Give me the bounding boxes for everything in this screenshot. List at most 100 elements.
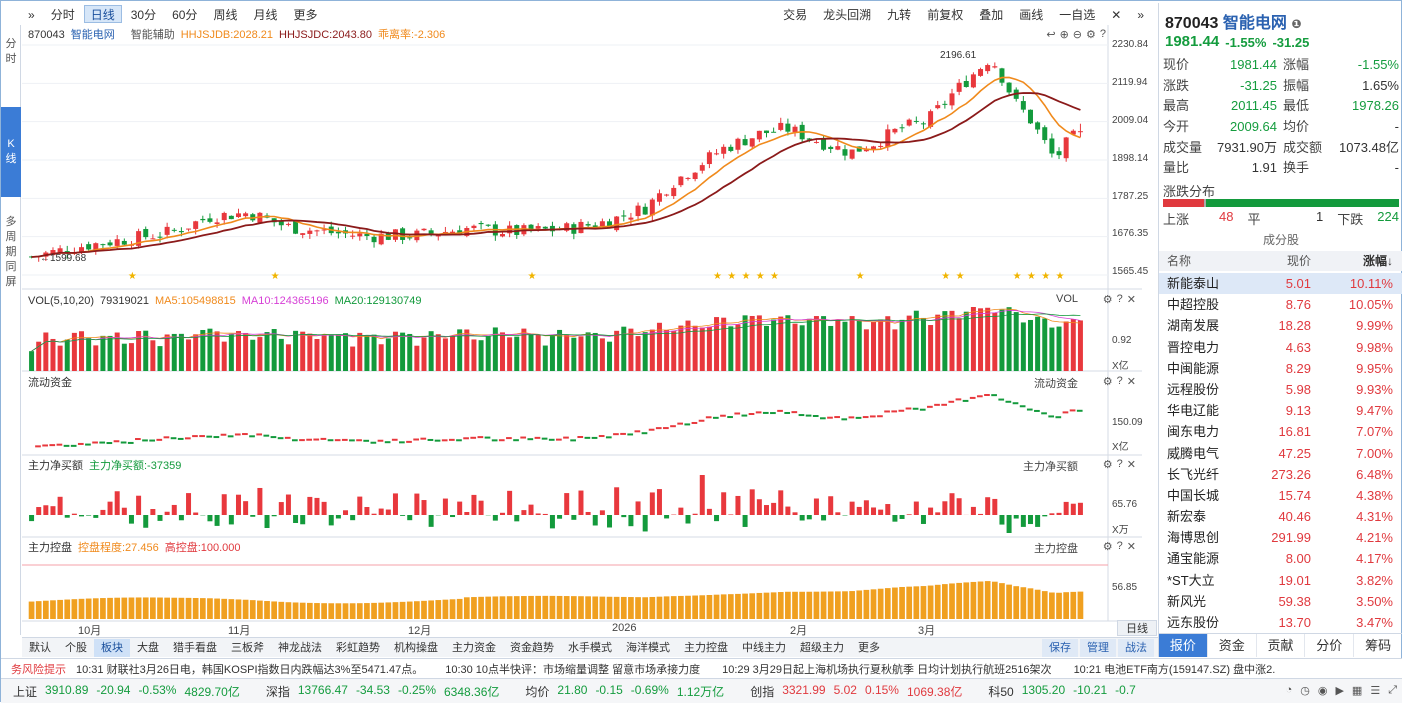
tab-hunter[interactable]: 猎手看盘: [166, 639, 224, 657]
grid-icon[interactable]: ▦: [1352, 684, 1362, 697]
rail-multi-4[interactable]: 同: [1, 260, 21, 275]
settings-icon[interactable]: ⚙: [1103, 458, 1113, 471]
period-60min[interactable]: 60分: [165, 5, 204, 23]
period-more[interactable]: 更多: [286, 5, 324, 23]
col-change[interactable]: 涨幅↓: [1311, 251, 1393, 271]
tab-more[interactable]: 更多: [851, 639, 887, 657]
settings-icon[interactable]: ⚙: [1103, 540, 1113, 553]
rail-intraday-2[interactable]: 时: [1, 52, 21, 67]
news-item[interactable]: 10:31 财联社3月26日电，韩国KOSPI指数日内跌幅达3%至5471.47…: [76, 661, 423, 677]
settings-icon[interactable]: ⚙: [1103, 293, 1113, 306]
tab-rainbow[interactable]: 彩虹趋势: [329, 639, 387, 657]
trade-button[interactable]: 交易: [776, 5, 814, 23]
play-icon[interactable]: ▶: [1335, 684, 1343, 697]
zoom-out-icon[interactable]: ⊖: [1073, 28, 1082, 41]
rail-multi-1[interactable]: 多: [1, 215, 21, 230]
rail-multi-3[interactable]: 期: [1, 245, 21, 260]
index-cy[interactable]: 创指 3321.99 5.02 0.15% 1069.38亿: [750, 683, 962, 700]
settings-icon[interactable]: ⚙: [1103, 375, 1113, 388]
strategy-button[interactable]: 战法: [1118, 639, 1154, 657]
period-30min[interactable]: 30分: [124, 5, 163, 23]
col-price[interactable]: 现价: [1245, 251, 1311, 271]
tab-main-fund[interactable]: 主力资金: [445, 639, 503, 657]
tab-price-dist[interactable]: 分价: [1305, 634, 1354, 657]
risk-warning[interactable]: 务风险提示: [1, 661, 76, 677]
rail-multi-2[interactable]: 周: [1, 230, 21, 245]
save-button[interactable]: 保存: [1042, 639, 1078, 657]
rail-intraday-1[interactable]: 分: [1, 37, 21, 52]
list-icon[interactable]: ☰: [1370, 684, 1380, 697]
period-weekly[interactable]: 周线: [206, 5, 244, 23]
help-icon[interactable]: ?: [1117, 540, 1123, 553]
tab-quote[interactable]: 报价: [1159, 634, 1208, 657]
news-item[interactable]: 10:21 电池ETF南方(159147.SZ) 盘中涨2.: [1074, 661, 1276, 677]
tab-ocean[interactable]: 海洋模式: [619, 639, 677, 657]
period-monthly[interactable]: 月线: [246, 5, 284, 23]
kline-chart[interactable]: ★★★★★★★★★★★★★★★★★ 870043 智能电网 智能辅助 HHJSJ…: [22, 25, 1142, 635]
index-sh[interactable]: 上证 3910.89 -20.94 -0.53% 4829.70亿: [13, 683, 240, 700]
close-icon[interactable]: ✕: [1127, 458, 1136, 471]
leader-review-button[interactable]: 龙头回溯: [816, 5, 878, 23]
settings-icon[interactable]: ⚙: [1086, 28, 1096, 41]
tab-contribution[interactable]: 贡献: [1257, 634, 1306, 657]
close-icon[interactable]: ✕: [1127, 540, 1136, 553]
tab-default[interactable]: 默认: [22, 639, 58, 657]
help-icon[interactable]: ?: [1100, 28, 1106, 41]
watchlist-button[interactable]: 一自选: [1052, 5, 1102, 23]
close-icon[interactable]: ✕: [1127, 293, 1136, 306]
adjust-button[interactable]: 前复权: [920, 5, 970, 23]
help-icon[interactable]: ?: [1117, 293, 1123, 306]
help-icon[interactable]: ?: [1117, 458, 1123, 471]
tab-control[interactable]: 主力控盘: [677, 639, 735, 657]
clock-icon[interactable]: ◷: [1300, 684, 1310, 697]
period-intraday[interactable]: 分时: [44, 5, 82, 23]
rail-kline-1[interactable]: K: [1, 107, 21, 152]
news-item[interactable]: 10:29 3月29日起上海机场执行夏秋航季 日均计划执行航班2516架次: [722, 661, 1051, 677]
close-icon[interactable]: ✕: [1127, 375, 1136, 388]
tab-mid-main[interactable]: 中线主力: [735, 639, 793, 657]
info-icon[interactable]: ❶: [1291, 17, 1301, 31]
daily-tab[interactable]: 日线: [1117, 620, 1157, 636]
tab-stock[interactable]: 个股: [58, 639, 94, 657]
tab-chips[interactable]: 筹码: [1354, 634, 1402, 657]
tab-sector[interactable]: 板块: [94, 639, 130, 657]
period-daily[interactable]: 日线: [84, 5, 122, 23]
tab-super-main[interactable]: 超级主力: [793, 639, 851, 657]
news-item[interactable]: 10:30 10点半快评：市场缩量调整 留意市场承接力度: [445, 661, 700, 677]
tab-funds[interactable]: 资金: [1208, 634, 1257, 657]
tab-fund-trend[interactable]: 资金趋势: [503, 639, 561, 657]
expand-icon[interactable]: »: [21, 5, 42, 23]
draw-button[interactable]: 画线: [1012, 5, 1050, 23]
collapse-icon[interactable]: »: [1130, 5, 1151, 23]
col-name[interactable]: 名称: [1159, 251, 1245, 271]
tab-market[interactable]: 大盘: [130, 639, 166, 657]
close-icon[interactable]: ✕: [1104, 5, 1128, 23]
legend-aux[interactable]: 智能辅助: [131, 27, 175, 43]
zoom-in-icon[interactable]: ⊕: [1060, 28, 1069, 41]
index-avg[interactable]: 均价 21.80 -0.15 -0.69% 1.12万亿: [525, 683, 724, 700]
index-k50[interactable]: 科50 1305.20 -10.21 -0.7: [988, 683, 1135, 700]
rail-kline-2[interactable]: 线: [1, 152, 21, 197]
user-icon[interactable]: ◔: [1286, 684, 1293, 697]
tab-sailor[interactable]: 水手模式: [561, 639, 619, 657]
tab-dragon[interactable]: 神龙战法: [271, 639, 329, 657]
tab-three-axe[interactable]: 三板斧: [224, 639, 271, 657]
rail-multi-5[interactable]: 屏: [1, 275, 21, 290]
tab-institution[interactable]: 机构操盘: [387, 639, 445, 657]
